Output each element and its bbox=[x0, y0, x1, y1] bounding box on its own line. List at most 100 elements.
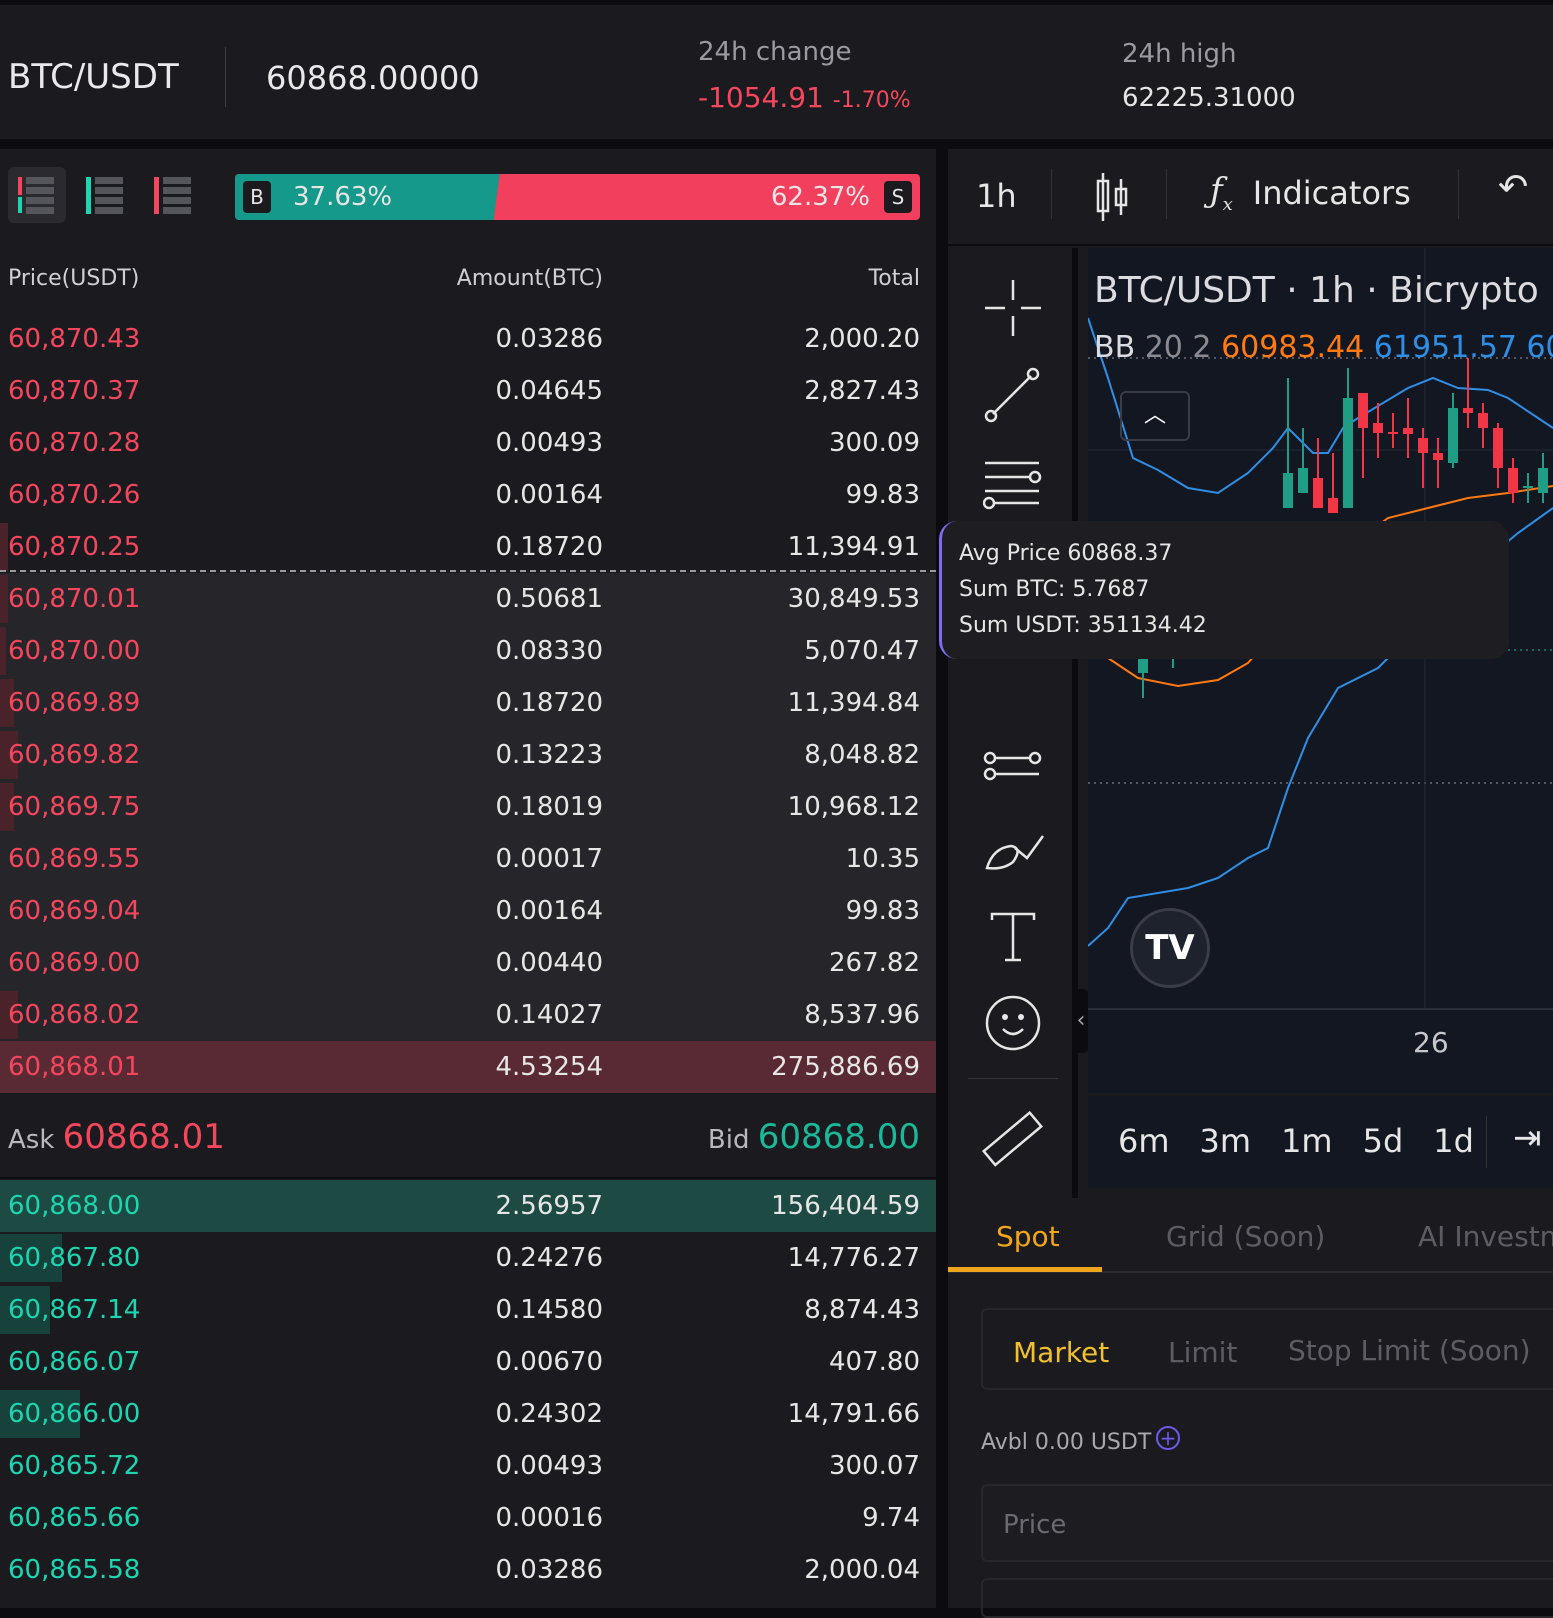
amount-input[interactable] bbox=[981, 1578, 1553, 1618]
trend-line-icon[interactable] bbox=[983, 366, 1043, 426]
candle-body bbox=[1373, 423, 1383, 433]
buy-ratio-fill bbox=[235, 174, 500, 220]
ask-row[interactable]: 60,869.55 0.00017 10.35 bbox=[0, 833, 936, 885]
ask-label: Ask bbox=[8, 1125, 55, 1155]
ask-total: 30,849.53 bbox=[787, 584, 920, 614]
bb-upper-value: 61951.57 bbox=[1373, 330, 1517, 365]
candle-body bbox=[1508, 468, 1518, 493]
bid-amount: 2.56957 bbox=[495, 1191, 603, 1221]
tab-grid[interactable]: Grid (Soon) bbox=[1166, 1220, 1326, 1253]
ask-amount: 0.00493 bbox=[495, 428, 603, 458]
price-placeholder: Price bbox=[1003, 1510, 1067, 1540]
ask-row[interactable]: 60,869.75 0.18019 10,968.12 bbox=[0, 781, 936, 833]
pattern-icon[interactable] bbox=[983, 738, 1043, 788]
divider bbox=[1486, 1116, 1487, 1168]
tooltip-sum-btc: Sum BTC: 5.7687 bbox=[959, 577, 1150, 602]
price-input[interactable]: Price bbox=[981, 1484, 1553, 1562]
price-chart bbox=[1088, 248, 1553, 1008]
order-type-limit[interactable]: Limit bbox=[1168, 1336, 1238, 1369]
range-6m[interactable]: 6m bbox=[1118, 1122, 1170, 1160]
range-3m[interactable]: 3m bbox=[1199, 1122, 1252, 1160]
deposit-plus-icon[interactable]: + bbox=[1156, 1426, 1180, 1450]
bid-row[interactable]: 60,865.72 0.00493 300.07 bbox=[0, 1440, 936, 1492]
collapse-legend-button[interactable]: ︿ bbox=[1120, 391, 1190, 441]
bid-row[interactable]: 60,866.00 0.24302 14,791.66 bbox=[0, 1388, 936, 1440]
view-asks-button[interactable] bbox=[152, 167, 196, 223]
candle-body bbox=[1358, 393, 1368, 428]
depth-bar bbox=[0, 627, 6, 675]
ask-row[interactable]: 60,870.00 0.08330 5,070.47 bbox=[0, 625, 936, 677]
candle-body bbox=[1343, 398, 1353, 508]
range-5d[interactable]: 5d bbox=[1362, 1122, 1404, 1160]
emoji-icon[interactable] bbox=[983, 993, 1043, 1053]
ask-row[interactable]: 60,870.26 0.00164 99.83 bbox=[0, 469, 936, 521]
ask-price: 60,870.28 bbox=[8, 428, 141, 458]
ask-price: 60,870.37 bbox=[8, 376, 141, 406]
fib-lines-icon[interactable] bbox=[983, 453, 1043, 513]
ask-amount: 0.00440 bbox=[495, 948, 603, 978]
bid-total: 156,404.59 bbox=[771, 1191, 920, 1221]
trade-tabs: Spot Grid (Soon) AI Investme bbox=[948, 1198, 1553, 1273]
ask-row[interactable]: 60,870.01 0.50681 30,849.53 bbox=[0, 573, 936, 625]
ask-amount: 0.03286 bbox=[495, 324, 603, 354]
ask-price: 60,870.00 bbox=[8, 636, 141, 666]
bid-row[interactable]: 60,867.14 0.14580 8,874.43 bbox=[0, 1284, 936, 1336]
ask-total: 2,827.43 bbox=[804, 376, 920, 406]
ask-row[interactable]: 60,868.01 4.53254 275,886.69 bbox=[0, 1041, 936, 1093]
tradingview-logo[interactable]: TV bbox=[1130, 908, 1210, 988]
view-bids-button[interactable] bbox=[84, 167, 128, 223]
range-1d[interactable]: 1d bbox=[1433, 1122, 1474, 1160]
bid-row[interactable]: 60,867.80 0.24276 14,776.27 bbox=[0, 1232, 936, 1284]
crosshair-icon[interactable] bbox=[983, 278, 1043, 338]
interval-button[interactable]: 1h bbox=[976, 177, 1017, 215]
ask-price: 60,869.75 bbox=[8, 792, 141, 822]
bid-price: 60,866.07 bbox=[8, 1347, 141, 1377]
ask-row[interactable]: 60,869.00 0.00440 267.82 bbox=[0, 937, 936, 989]
ask-price: 60,870.43 bbox=[8, 324, 141, 354]
order-book: B 37.63% 62.37% S Price(USDT) Amount(BTC… bbox=[0, 149, 936, 1608]
ask-row[interactable]: 60,868.02 0.14027 8,537.96 bbox=[0, 989, 936, 1041]
order-type-market[interactable]: Market bbox=[1013, 1336, 1110, 1369]
range-1m[interactable]: 1m bbox=[1281, 1122, 1333, 1160]
high-label: 24h high bbox=[1122, 39, 1237, 69]
ask-total: 2,000.20 bbox=[804, 324, 920, 354]
ask-row[interactable]: 60,870.43 0.03286 2,000.20 bbox=[0, 313, 936, 365]
ask-amount: 0.18720 bbox=[495, 688, 603, 718]
indicators-button[interactable]: ƒx Indicators bbox=[1210, 171, 1411, 215]
brush-icon[interactable] bbox=[983, 818, 1047, 878]
ask-row[interactable]: 60,869.82 0.13223 8,048.82 bbox=[0, 729, 936, 781]
order-type-stop-limit[interactable]: Stop Limit (Soon) bbox=[1288, 1334, 1531, 1367]
date-range-icon[interactable]: ⇥ bbox=[1513, 1118, 1542, 1158]
undo-icon[interactable]: ↶ bbox=[1498, 167, 1529, 208]
ask-amount: 0.08330 bbox=[495, 636, 603, 666]
bid-row[interactable]: 60,866.07 0.00670 407.80 bbox=[0, 1336, 936, 1388]
bid-row[interactable]: 60,868.00 2.56957 156,404.59 bbox=[0, 1180, 936, 1232]
ask-row[interactable]: 60,870.25 0.18720 11,394.91 bbox=[0, 521, 936, 573]
bid-price: 60,866.00 bbox=[8, 1399, 141, 1429]
bid-row[interactable]: 60,865.58 0.03286 2,000.04 bbox=[0, 1544, 936, 1596]
bid-total: 14,791.66 bbox=[787, 1399, 920, 1429]
tooltip-avg-price: Avg Price 60868.37 bbox=[959, 541, 1173, 566]
ask-total: 11,394.84 bbox=[787, 688, 920, 718]
function-icon: ƒx bbox=[1210, 171, 1233, 215]
bid-amount: 0.00016 bbox=[495, 1503, 603, 1533]
ask-row[interactable]: 60,869.04 0.00164 99.83 bbox=[0, 885, 936, 937]
bid-amount: 0.24276 bbox=[495, 1243, 603, 1273]
ask-row[interactable]: 60,870.37 0.04645 2,827.43 bbox=[0, 365, 936, 417]
sell-badge: S bbox=[884, 181, 912, 213]
orderbook-bids-icon bbox=[86, 177, 123, 214]
tab-spot[interactable]: Spot bbox=[996, 1220, 1060, 1253]
bid-row[interactable]: 60,865.66 0.00016 9.74 bbox=[0, 1492, 936, 1544]
text-icon[interactable] bbox=[988, 910, 1038, 966]
bid-total: 300.07 bbox=[829, 1451, 920, 1481]
tab-ai-investment[interactable]: AI Investme bbox=[1418, 1220, 1553, 1253]
ask-total: 8,537.96 bbox=[804, 1000, 920, 1030]
view-both-button[interactable] bbox=[8, 167, 66, 223]
candle-type-icon[interactable] bbox=[1093, 171, 1133, 223]
collapse-toolbar-button[interactable]: ‹ bbox=[1072, 989, 1090, 1053]
ruler-icon[interactable] bbox=[980, 1108, 1046, 1174]
sell-pct: 62.37% bbox=[770, 182, 870, 212]
ask-row[interactable]: 60,870.28 0.00493 300.09 bbox=[0, 417, 936, 469]
ask-row[interactable]: 60,869.89 0.18720 11,394.84 bbox=[0, 677, 936, 729]
bid-total: 2,000.04 bbox=[804, 1555, 920, 1585]
